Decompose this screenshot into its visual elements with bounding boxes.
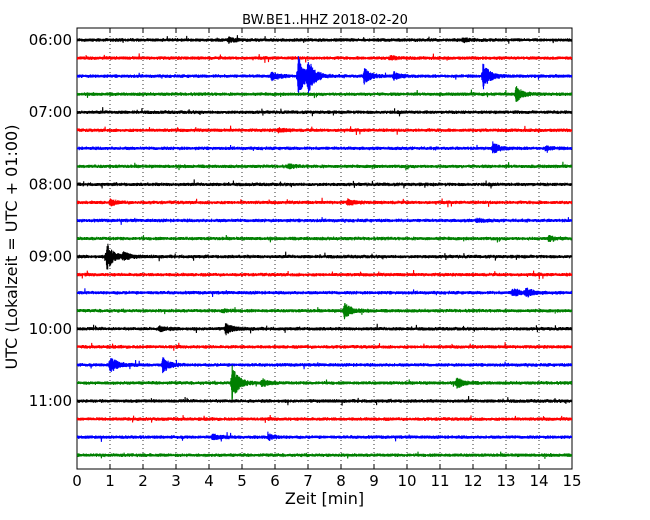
- x-tick-label: 1: [105, 472, 115, 490]
- trace-group: [77, 35, 572, 459]
- seismic-trace-10: [77, 217, 572, 225]
- x-axis-label: Zeit [min]: [285, 489, 364, 508]
- x-tick-label: 9: [369, 472, 379, 490]
- seismic-trace-0: [77, 35, 572, 44]
- x-tick-label: 2: [138, 472, 148, 490]
- y-tick-label: 09:00: [29, 248, 72, 266]
- grid-lines: [109, 28, 540, 469]
- x-tick-label: 4: [204, 472, 214, 490]
- y-tick-label: 08:00: [29, 175, 72, 193]
- x-tick-label: 3: [171, 472, 181, 490]
- x-tick-label: 14: [529, 472, 548, 490]
- y-axis-label: UTC (Lokalzeit = UTC + 01:00): [2, 125, 21, 370]
- seismic-trace-4: [77, 107, 572, 117]
- seismic-trace-22: [77, 431, 572, 442]
- x-tick-label: 10: [397, 472, 416, 490]
- x-tick-label: 11: [430, 472, 449, 490]
- chart-title: BW.BE1..HHZ 2018-02-20: [242, 13, 408, 28]
- x-tick-label: 6: [270, 472, 280, 490]
- seismic-trace-23: [77, 451, 572, 459]
- y-axis: 06:00 07:00 08:00 09:00 10:00 11:00: [29, 31, 572, 410]
- y-tick-label: 07:00: [29, 103, 72, 121]
- y-tick-label: 11:00: [29, 392, 72, 410]
- seismic-trace-2: [77, 56, 572, 96]
- x-axis: 0 1 2 3 4 5 6 7 8 9 10 11 12 13 14 15: [72, 28, 582, 490]
- x-tick-label: 8: [336, 472, 346, 490]
- seismic-trace-8: [77, 179, 572, 189]
- seismic-trace-15: [77, 303, 572, 320]
- seismic-trace-9: [77, 197, 572, 208]
- seismic-trace-6: [77, 141, 572, 154]
- x-tick-label: 12: [463, 472, 482, 490]
- seismic-trace-17: [77, 342, 572, 351]
- seismic-trace-19: [77, 365, 572, 401]
- y-tick-label: 10:00: [29, 320, 72, 338]
- seismic-trace-11: [77, 234, 572, 243]
- seismic-trace-20: [77, 395, 572, 406]
- seismic-trace-21: [77, 414, 572, 423]
- x-tick-label: 0: [72, 472, 82, 490]
- plot-frame: [76, 27, 573, 470]
- x-tick-label: 13: [496, 472, 515, 490]
- seismic-trace-1: [77, 53, 572, 63]
- seismic-trace-13: [77, 269, 572, 280]
- x-tick-label: 5: [237, 472, 247, 490]
- seismic-trace-5: [77, 125, 572, 136]
- x-tick-label: 15: [562, 472, 581, 490]
- y-tick-label: 06:00: [29, 31, 72, 49]
- seismic-trace-14: [77, 287, 572, 298]
- seismic-trace-16: [77, 323, 572, 336]
- x-tick-label: 7: [303, 472, 313, 490]
- seismic-trace-12: [77, 243, 572, 270]
- seismic-trace-3: [77, 86, 572, 102]
- seismic-trace-7: [77, 161, 572, 171]
- seismic-trace-18: [77, 357, 572, 374]
